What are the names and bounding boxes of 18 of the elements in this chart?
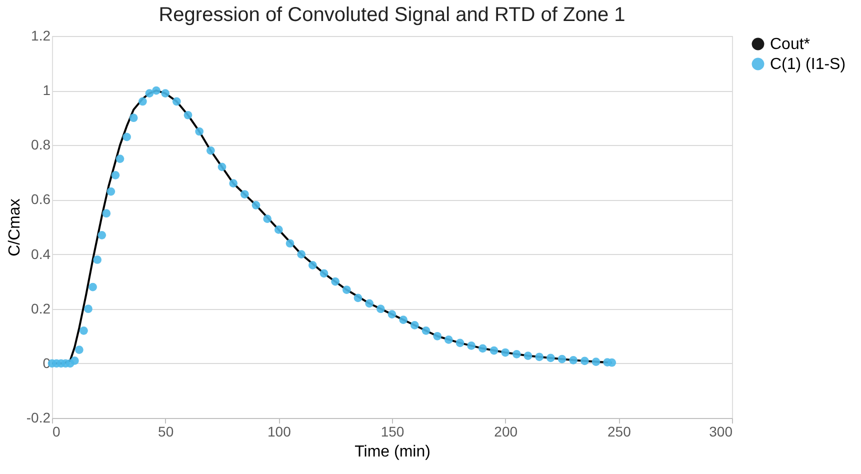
chart-title: Regression of Convoluted Signal and RTD of Zone 1 [158,4,626,26]
y-tick-label: 0.4 [31,246,51,262]
x-axis-title: Time (min) [354,444,430,460]
x-tick-label: 50 [158,424,174,440]
legend-label: C(1) (I1-S) [770,56,846,73]
y-tick-label: -0.2 [26,410,51,426]
x-tick-label: 250 [607,424,632,440]
x-tick-label: 300 [709,424,733,440]
y-tick-label: 1.2 [31,28,51,44]
x-tick-label: 200 [494,424,518,440]
x-tick-label: 150 [380,424,404,440]
y-axis-title: C/Cmax [6,198,24,256]
y-tick-label: 1 [42,82,51,98]
y-tick-label: 0.8 [31,136,51,153]
x-tick-label: 100 [267,424,292,440]
y-tick-label: 0.6 [31,191,51,208]
legend-label: Cout* [770,36,810,53]
y-tick-label: 0.2 [31,300,51,316]
